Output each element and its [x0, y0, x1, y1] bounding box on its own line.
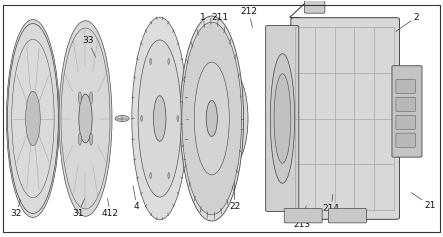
- Text: 213: 213: [293, 206, 311, 229]
- FancyBboxPatch shape: [396, 133, 416, 147]
- Ellipse shape: [153, 96, 166, 141]
- FancyBboxPatch shape: [291, 18, 400, 219]
- Text: 412: 412: [102, 199, 119, 219]
- Ellipse shape: [59, 21, 112, 216]
- Text: 214: 214: [323, 194, 339, 213]
- Ellipse shape: [274, 74, 291, 163]
- Ellipse shape: [177, 115, 179, 122]
- Text: 32: 32: [10, 200, 22, 219]
- Ellipse shape: [89, 92, 93, 104]
- Ellipse shape: [26, 91, 40, 146]
- Ellipse shape: [150, 173, 152, 178]
- Text: 31: 31: [72, 199, 85, 219]
- FancyBboxPatch shape: [266, 25, 299, 212]
- Ellipse shape: [168, 59, 170, 64]
- Text: 22: 22: [229, 163, 241, 211]
- Ellipse shape: [79, 94, 92, 143]
- Ellipse shape: [270, 54, 295, 183]
- Text: 21: 21: [412, 193, 436, 210]
- Text: 4: 4: [133, 186, 140, 211]
- FancyBboxPatch shape: [304, 0, 325, 13]
- Text: 211: 211: [212, 13, 229, 36]
- Text: 212: 212: [241, 7, 257, 28]
- Ellipse shape: [78, 133, 82, 145]
- Ellipse shape: [182, 22, 242, 215]
- Ellipse shape: [141, 115, 143, 122]
- Ellipse shape: [7, 19, 59, 218]
- Ellipse shape: [214, 71, 248, 166]
- FancyBboxPatch shape: [392, 66, 422, 157]
- Ellipse shape: [89, 133, 93, 145]
- Ellipse shape: [132, 17, 187, 220]
- Text: 2: 2: [396, 13, 419, 31]
- FancyBboxPatch shape: [396, 97, 416, 111]
- FancyBboxPatch shape: [328, 209, 366, 223]
- Ellipse shape: [138, 40, 181, 197]
- Ellipse shape: [150, 59, 152, 64]
- FancyBboxPatch shape: [396, 115, 416, 129]
- Ellipse shape: [78, 92, 82, 104]
- Ellipse shape: [206, 100, 218, 137]
- Ellipse shape: [180, 16, 244, 221]
- Ellipse shape: [168, 173, 170, 178]
- Ellipse shape: [115, 115, 129, 122]
- FancyBboxPatch shape: [284, 209, 322, 223]
- Ellipse shape: [194, 62, 229, 175]
- FancyBboxPatch shape: [396, 79, 416, 94]
- Text: 1: 1: [200, 13, 207, 38]
- Ellipse shape: [221, 90, 241, 147]
- Text: 33: 33: [82, 36, 96, 57]
